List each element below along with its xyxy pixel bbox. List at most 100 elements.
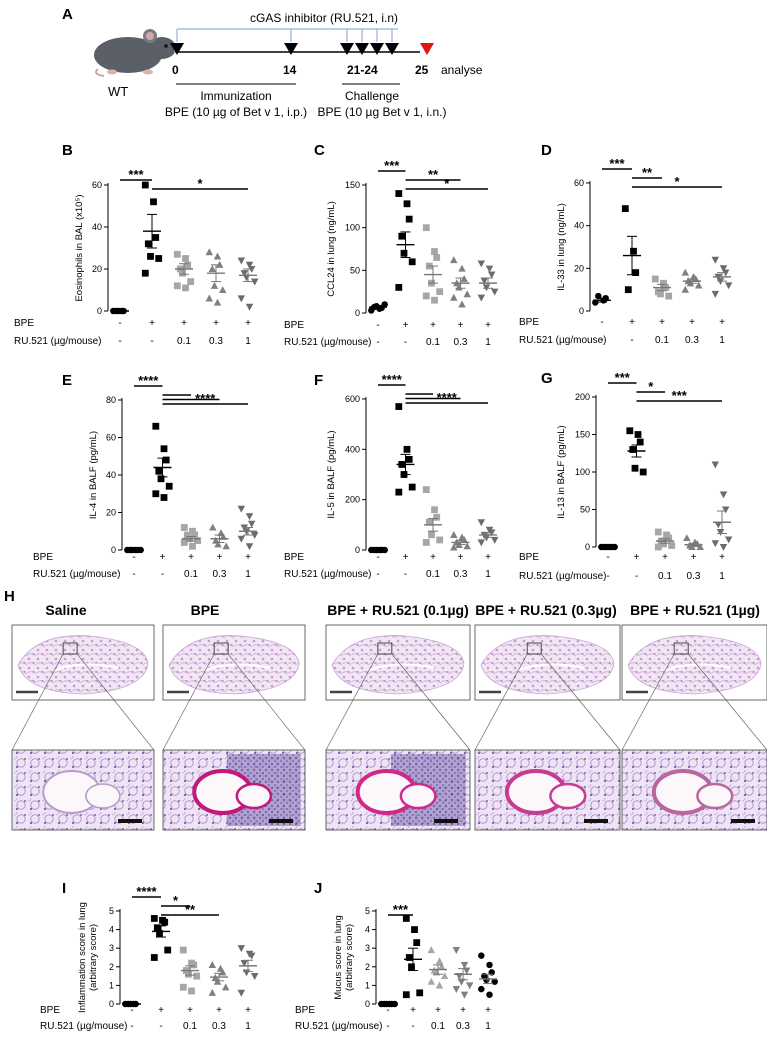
data-point (422, 292, 430, 300)
data-point (402, 915, 410, 922)
y-tick-label: 60 (106, 433, 116, 443)
histology-panel: BPE (162, 602, 306, 831)
data-point (398, 232, 406, 240)
ru521-value: - (376, 569, 379, 580)
y-axis-label: IL-13 in BALF (pg/mL) (556, 425, 567, 518)
data-point (681, 285, 690, 293)
zoom-region-box (526, 642, 542, 655)
ru521-value: 0.1 (184, 569, 198, 580)
data-point (711, 461, 720, 469)
ru521-value: 0.1 (426, 569, 440, 580)
histology-panel: BPE + RU.521 (1µg) (621, 602, 767, 831)
data-point (657, 290, 664, 298)
zoom-region-box (673, 642, 689, 655)
ru521-value: 1 (245, 1021, 251, 1032)
data-point (400, 249, 408, 257)
data-point (237, 257, 246, 265)
y-tick-label: 0 (355, 545, 360, 555)
panel-a-letter: A (62, 6, 73, 23)
data-point (491, 978, 498, 985)
bpe-value: + (158, 1005, 164, 1016)
day-21-24: 21-24 (347, 63, 378, 77)
data-point (237, 989, 246, 997)
data-point (408, 483, 416, 491)
ru521-value: 1 (485, 569, 491, 580)
data-point (660, 279, 667, 287)
data-point (205, 248, 214, 256)
data-point (157, 475, 165, 483)
data-point (477, 539, 486, 547)
data-point (465, 982, 474, 990)
ru521-value: - (404, 569, 407, 580)
data-point (240, 960, 249, 967)
data-point (245, 261, 254, 269)
data-point (237, 505, 246, 513)
bpe-value: + (149, 318, 155, 329)
significance-label: * (648, 379, 654, 394)
significance-label: ** (428, 167, 439, 182)
data-point (245, 543, 254, 551)
data-point (714, 521, 723, 529)
bpe-value: + (458, 320, 464, 331)
ru521-value: 0.1 (177, 336, 191, 347)
data-point (210, 281, 219, 289)
ru521-value: 1 (245, 336, 251, 347)
data-point (247, 952, 256, 960)
data-point (214, 540, 222, 548)
day-14: 14 (283, 63, 297, 77)
data-point (152, 422, 160, 430)
histology-title: BPE + RU.521 (0.1µg) (327, 602, 469, 618)
data-point (182, 255, 189, 262)
data-point (626, 427, 634, 435)
panel-letter: D (541, 142, 552, 159)
challenge-detail: BPE (10 µg Bet v 1, i.n.) (318, 105, 447, 119)
bpe-value: + (460, 1005, 466, 1016)
data-point (440, 972, 449, 980)
bpe-row-label: BPE (519, 552, 539, 563)
ru521-row-label: RU.521 (µg/mouse) (519, 571, 606, 582)
significance-label: **** (382, 372, 403, 387)
data-point (719, 543, 728, 551)
histology-title: Saline (45, 602, 86, 618)
zoom-panel (474, 749, 621, 831)
data-point (237, 295, 246, 303)
bpe-value: + (213, 318, 219, 329)
data-point (381, 301, 388, 308)
data-point (431, 506, 438, 514)
y-tick-label: 40 (92, 222, 102, 232)
data-point (435, 981, 444, 989)
ru521-value: 0.3 (209, 336, 223, 347)
data-point (405, 456, 413, 463)
data-point (209, 523, 217, 531)
y-tick-label: 50 (350, 265, 360, 275)
data-point (624, 286, 632, 294)
y-axis-label: Eosinophils in BAL (x10⁵) (74, 194, 85, 301)
data-point (631, 464, 639, 472)
data-point (179, 983, 187, 991)
y-axis-label-unit: (arbitrary score) (88, 924, 99, 991)
data-point (180, 539, 188, 546)
data-point (460, 961, 469, 969)
histology-panel: Saline (11, 602, 155, 831)
data-point (460, 536, 468, 543)
data-point (408, 258, 416, 266)
inhibitor-label: cGAS inhibitor (RU.521, i.n) (250, 11, 398, 25)
data-point (431, 296, 438, 304)
data-point (621, 205, 629, 212)
significance-label: *** (384, 158, 400, 173)
data-point (490, 288, 499, 296)
ru521-value: 0.1 (658, 571, 672, 582)
data-point (416, 989, 424, 997)
histology-panel: BPE + RU.521 (0.3µg) (474, 602, 621, 831)
data-point (427, 977, 436, 985)
y-tick-label: 150 (575, 430, 590, 440)
data-point (250, 973, 259, 981)
bpe-value: + (485, 1005, 491, 1016)
data-point (486, 961, 493, 969)
ru521-value: 0.3 (454, 569, 468, 580)
bpe-value: - (606, 552, 609, 563)
data-point (208, 265, 217, 273)
y-tick-label: 0 (111, 545, 116, 555)
